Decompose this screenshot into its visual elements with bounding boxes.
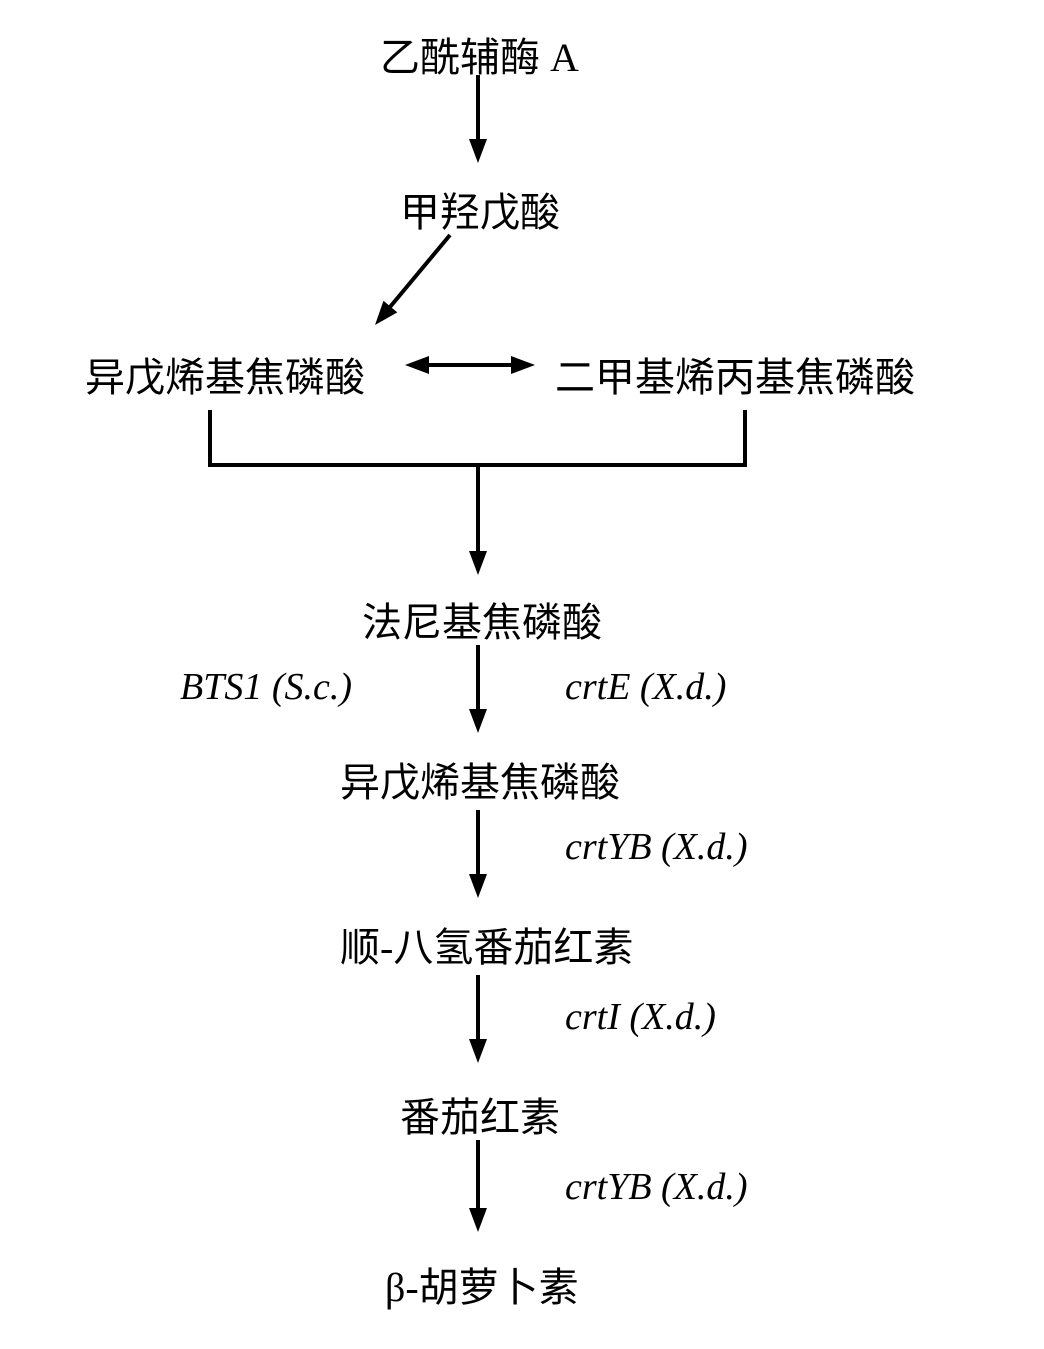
arrow-a1 (0, 0, 1044, 1349)
